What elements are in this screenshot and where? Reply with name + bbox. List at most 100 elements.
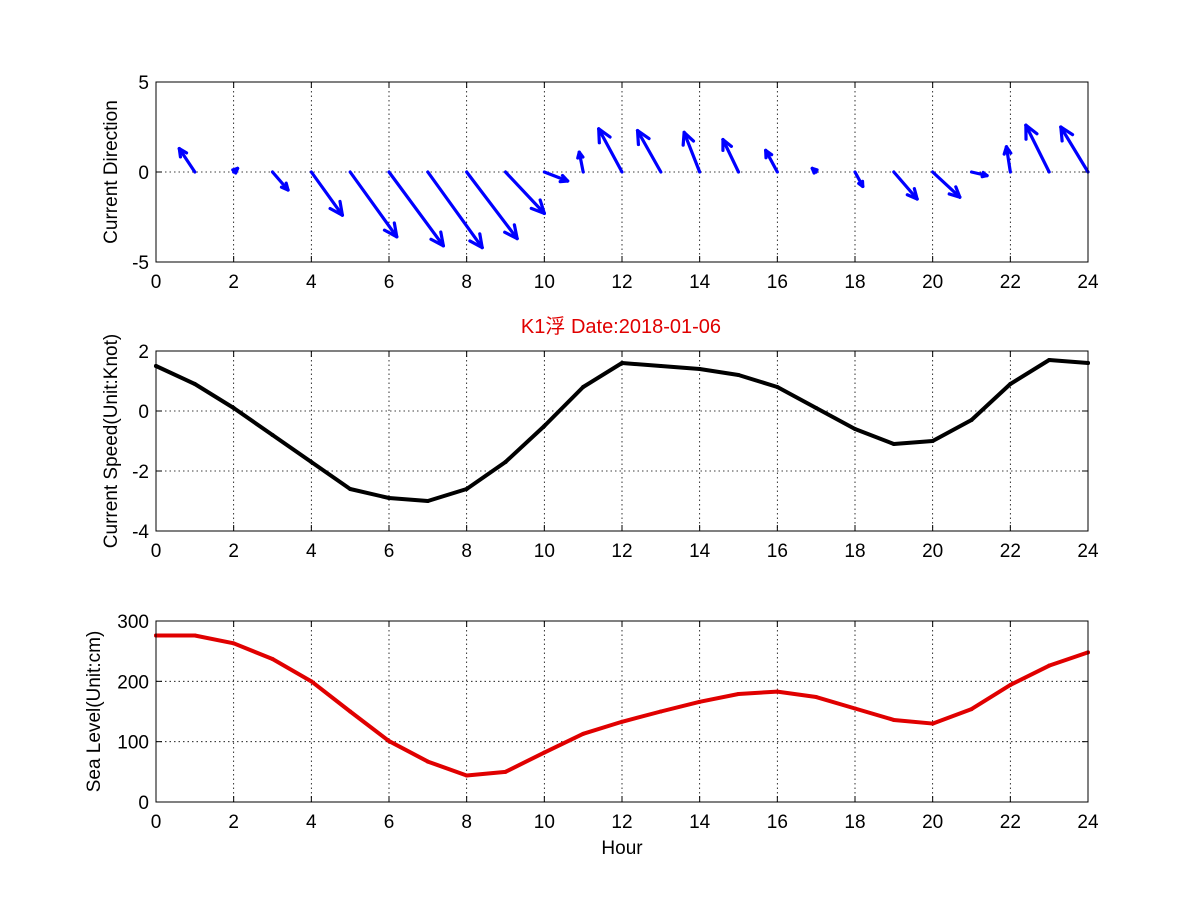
data-point <box>1047 663 1052 668</box>
x-tick-label: 14 <box>689 272 711 293</box>
x-axis-label: Hour <box>601 838 643 859</box>
x-tick-label: 24 <box>1077 812 1099 833</box>
chart-title: K1浮 Date:2018-01-06 <box>521 315 721 338</box>
data-point <box>387 739 391 744</box>
arrow-head <box>560 173 570 183</box>
quiver-arrow <box>721 138 741 174</box>
x-tick-label: 20 <box>922 541 943 562</box>
quiver-arrow <box>1024 123 1051 174</box>
x-tick-label: 24 <box>1077 541 1099 562</box>
arrow-head <box>810 166 816 175</box>
quiver-arrow <box>1002 145 1013 174</box>
arrow-head <box>382 228 399 239</box>
x-tick-label: 6 <box>384 812 395 833</box>
arrow-shaft <box>387 170 445 248</box>
axes-frame <box>155 620 1089 803</box>
data-point <box>891 442 896 446</box>
y-tick-label: -5 <box>132 253 149 274</box>
x-tick-label: 24 <box>1077 272 1099 293</box>
data-point <box>270 657 275 662</box>
quiver-arrow <box>270 170 290 192</box>
data-point <box>658 709 663 714</box>
arrow-head <box>392 221 399 239</box>
quiver-arrow <box>503 170 546 215</box>
x-tick-label: 18 <box>844 272 865 293</box>
data-point <box>853 427 857 431</box>
x-tick-label: 12 <box>611 541 632 562</box>
arrow-head <box>512 223 519 241</box>
x-tick-label: 14 <box>689 541 711 562</box>
x-tick-label: 12 <box>611 812 632 833</box>
arrow-head <box>503 230 519 241</box>
quiver-arrow <box>231 166 240 175</box>
axes-frame <box>155 350 1089 532</box>
y-tick-label: 0 <box>138 402 149 423</box>
arrow-head <box>597 127 601 145</box>
data-point <box>853 706 857 711</box>
arrow-head <box>478 232 484 250</box>
arrow-shaft <box>542 170 570 183</box>
arrow-shaft <box>635 129 663 174</box>
quiver-arrow <box>853 170 865 188</box>
arrow-shaft <box>1059 125 1090 174</box>
y-tick-label: 2 <box>138 342 149 363</box>
quiver-arrow <box>969 170 989 179</box>
arrow-head <box>529 206 546 215</box>
data-point <box>1047 358 1052 362</box>
data-point <box>969 418 974 422</box>
arrow-head <box>597 127 612 139</box>
y-tick-label: -4 <box>132 522 149 543</box>
quiver-arrow <box>465 170 519 241</box>
x-tick-label: 18 <box>844 541 865 562</box>
arrow-shaft <box>721 138 741 174</box>
x-tick-label: 12 <box>611 272 632 293</box>
x-tick-label: 4 <box>306 812 317 833</box>
data-point <box>192 382 197 386</box>
arrow-shaft <box>892 170 919 201</box>
quiver-arrow <box>309 170 344 217</box>
quiver-arrow <box>892 170 919 201</box>
y-tick-label: 5 <box>138 73 149 94</box>
arrow-head <box>682 130 696 143</box>
data-point <box>464 487 469 491</box>
arrow-head <box>231 166 240 172</box>
quiver-arrow <box>576 150 585 174</box>
arrow-shaft <box>931 170 962 199</box>
quiver-arrow <box>542 170 570 184</box>
data-point <box>736 692 741 697</box>
data-point <box>464 773 469 778</box>
data-point <box>620 361 624 365</box>
x-tick-label: 2 <box>228 812 239 833</box>
arrow-shaft <box>270 170 290 192</box>
data-point <box>930 439 935 443</box>
arrow-head <box>1002 145 1009 156</box>
data-point <box>192 633 197 638</box>
x-tick-label: 14 <box>689 812 711 833</box>
data-point <box>503 460 508 464</box>
data-point <box>930 721 935 726</box>
quiver-arrow <box>426 170 484 250</box>
data-point <box>620 719 624 724</box>
arrow-shaft <box>764 148 779 174</box>
arrow-shaft <box>309 170 344 217</box>
x-tick-label: 22 <box>1000 812 1021 833</box>
x-tick-label: 22 <box>1000 272 1021 293</box>
data-point <box>658 364 663 368</box>
data-point <box>348 487 353 491</box>
data-point <box>814 406 819 410</box>
data-point <box>270 433 275 437</box>
quiver-arrow <box>1059 125 1090 174</box>
x-tick-label: 16 <box>767 541 788 562</box>
data-point <box>1008 382 1013 386</box>
arrow-head <box>912 187 919 201</box>
arrow-head <box>439 230 445 248</box>
axes-frame <box>155 81 1089 263</box>
arrow-shaft <box>348 170 399 239</box>
y-tick-label: 300 <box>117 612 149 633</box>
y-tick-label: 100 <box>117 733 149 754</box>
x-tick-label: 0 <box>151 812 162 833</box>
